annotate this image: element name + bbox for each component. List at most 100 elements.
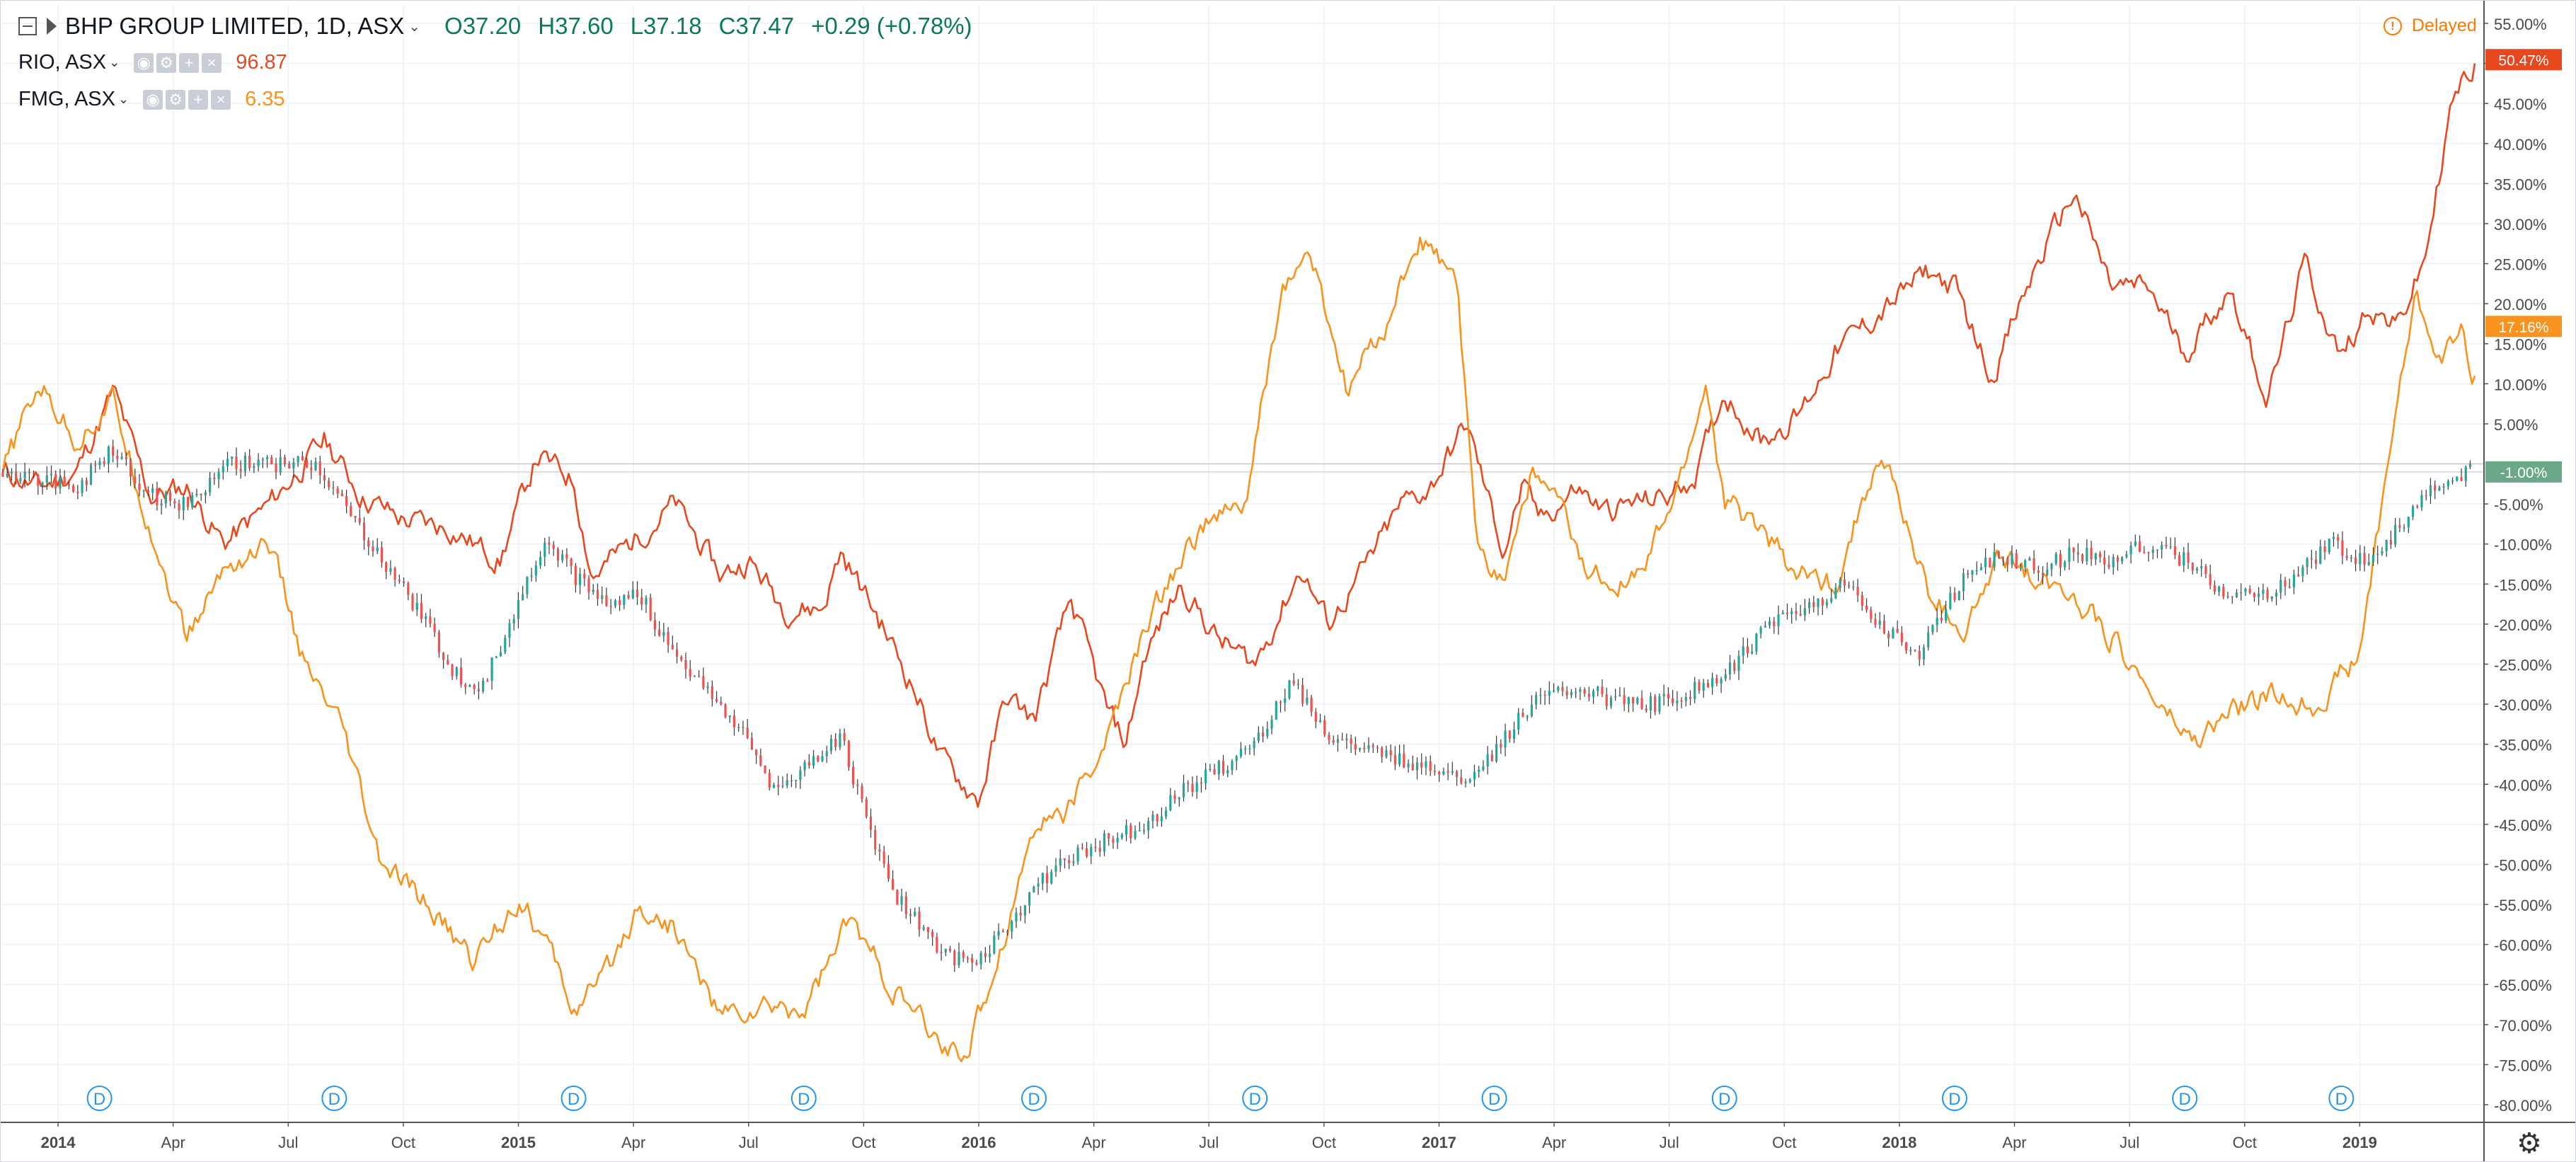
- candle-body: [1768, 621, 1771, 626]
- dividend-marker[interactable]: [2328, 1086, 2354, 1111]
- dividend-marker[interactable]: [1711, 1086, 1737, 1111]
- candle-body: [2028, 558, 2031, 561]
- collapse-legend-button[interactable]: [18, 17, 37, 35]
- candle-body: [786, 780, 788, 786]
- candle-body: [1517, 713, 1520, 730]
- candle-body: [138, 483, 141, 490]
- candle-body: [795, 780, 798, 781]
- candle-body: [332, 487, 335, 489]
- candle-body: [851, 766, 855, 785]
- main-symbol-title[interactable]: BHP GROUP LIMITED, 1D, ASX: [65, 13, 405, 39]
- dividend-marker[interactable]: [1021, 1086, 1047, 1111]
- close-icon[interactable]: ×: [211, 89, 231, 110]
- dividend-marker[interactable]: [790, 1086, 817, 1111]
- dividend-marker[interactable]: [2172, 1086, 2198, 1111]
- compare-series-legend-fmg[interactable]: FMG, ASX ⌄ ◉ ⚙ + × 6.35: [18, 88, 285, 111]
- candle-body: [1081, 847, 1083, 849]
- dividend-marker[interactable]: [560, 1086, 587, 1111]
- candle-body: [552, 544, 555, 549]
- eye-icon[interactable]: ◉: [143, 89, 163, 110]
- plus-icon[interactable]: +: [188, 89, 209, 110]
- candle-body: [151, 488, 154, 493]
- dividend-marker[interactable]: [1941, 1086, 1967, 1111]
- candle-body: [477, 689, 480, 691]
- candle-body: [2292, 574, 2296, 587]
- y-tick-label: -75.00%: [2494, 1057, 2552, 1074]
- candle-body: [2121, 557, 2124, 562]
- candle-body: [420, 602, 423, 619]
- candle-body: [2161, 545, 2163, 550]
- candle-body: [2183, 552, 2185, 566]
- delayed-status[interactable]: ! Delayed: [2384, 16, 2477, 36]
- candle-body: [2173, 546, 2176, 556]
- candle-body: [1261, 732, 1265, 737]
- candle-body: [2195, 568, 2199, 571]
- dividend-marker-label: D: [2335, 1090, 2347, 1109]
- candle-body: [548, 542, 551, 545]
- candle-body: [1134, 830, 1137, 839]
- x-tick-label: Jul: [2120, 1134, 2139, 1151]
- candle-body: [2350, 557, 2352, 559]
- compare-value-rio: 96.87: [236, 51, 287, 74]
- candle-body: [2103, 557, 2106, 565]
- dividend-marker[interactable]: [321, 1086, 347, 1111]
- dividend-marker-label: D: [328, 1090, 340, 1109]
- candle-body: [1442, 771, 1445, 775]
- candle-body: [2081, 554, 2084, 562]
- chevron-down-icon[interactable]: ⌄: [408, 18, 421, 35]
- candle-body: [627, 594, 630, 599]
- chevron-down-icon[interactable]: ⌄: [117, 92, 130, 106]
- candle-body: [1927, 632, 1930, 648]
- candle-body: [59, 476, 62, 489]
- compare-series-legend-rio[interactable]: RIO, ASX ⌄ ◉ ⚙ + × 96.87: [18, 51, 287, 74]
- candle-body: [1411, 764, 1414, 771]
- dividend-marker-label: D: [1028, 1090, 1040, 1109]
- candle-body: [486, 680, 489, 682]
- candle-body: [781, 786, 784, 787]
- candle-body: [653, 620, 657, 630]
- candle-body: [1759, 627, 1762, 634]
- candle-body: [50, 473, 53, 476]
- candle-body: [125, 456, 127, 459]
- dividend-marker[interactable]: [1242, 1086, 1268, 1111]
- candle-body: [1817, 599, 1819, 607]
- candle-body: [940, 952, 943, 953]
- close-icon[interactable]: ×: [202, 52, 222, 73]
- candle-body: [936, 936, 938, 953]
- candle-body: [1425, 761, 1427, 768]
- dividend-marker[interactable]: [1481, 1086, 1507, 1111]
- candle-body: [1640, 698, 1643, 709]
- candle-body: [856, 784, 859, 786]
- candle-body: [777, 784, 780, 787]
- candle-body: [2108, 564, 2110, 568]
- gear-icon[interactable]: ⚙: [166, 89, 186, 110]
- candle-body: [2456, 477, 2459, 481]
- gear-icon[interactable]: ⚙: [156, 52, 177, 73]
- candle-body: [67, 484, 70, 486]
- eye-icon[interactable]: ◉: [134, 52, 154, 73]
- plus-icon[interactable]: +: [179, 52, 200, 73]
- x-tick-label: Jul: [1660, 1134, 1679, 1151]
- main-series-legend[interactable]: BHP GROUP LIMITED, 1D, ASX ⌄ O37.20 H37.…: [18, 13, 989, 40]
- candle-body: [583, 573, 586, 579]
- settings-gear-icon[interactable]: ⚙: [2517, 1128, 2542, 1159]
- chevron-down-icon[interactable]: ⌄: [109, 55, 120, 69]
- candle-body: [2094, 553, 2097, 560]
- candle-body: [1993, 551, 1996, 568]
- candle-body: [1636, 698, 1639, 703]
- compare-symbol-rio[interactable]: RIO, ASX: [18, 51, 107, 74]
- candle-body: [112, 446, 115, 456]
- candle-body: [640, 597, 643, 605]
- dividend-marker[interactable]: [86, 1086, 113, 1111]
- candle-body: [1447, 771, 1449, 773]
- candle-body: [1931, 625, 1934, 633]
- y-tick-label: -15.00%: [2494, 576, 2552, 594]
- candle-body: [103, 461, 105, 464]
- compare-symbol-fmg[interactable]: FMG, ASX: [18, 88, 115, 110]
- candle-body: [1054, 865, 1057, 872]
- candle-body: [2345, 556, 2348, 558]
- candle-body: [1125, 825, 1128, 835]
- candle-body: [1151, 815, 1154, 822]
